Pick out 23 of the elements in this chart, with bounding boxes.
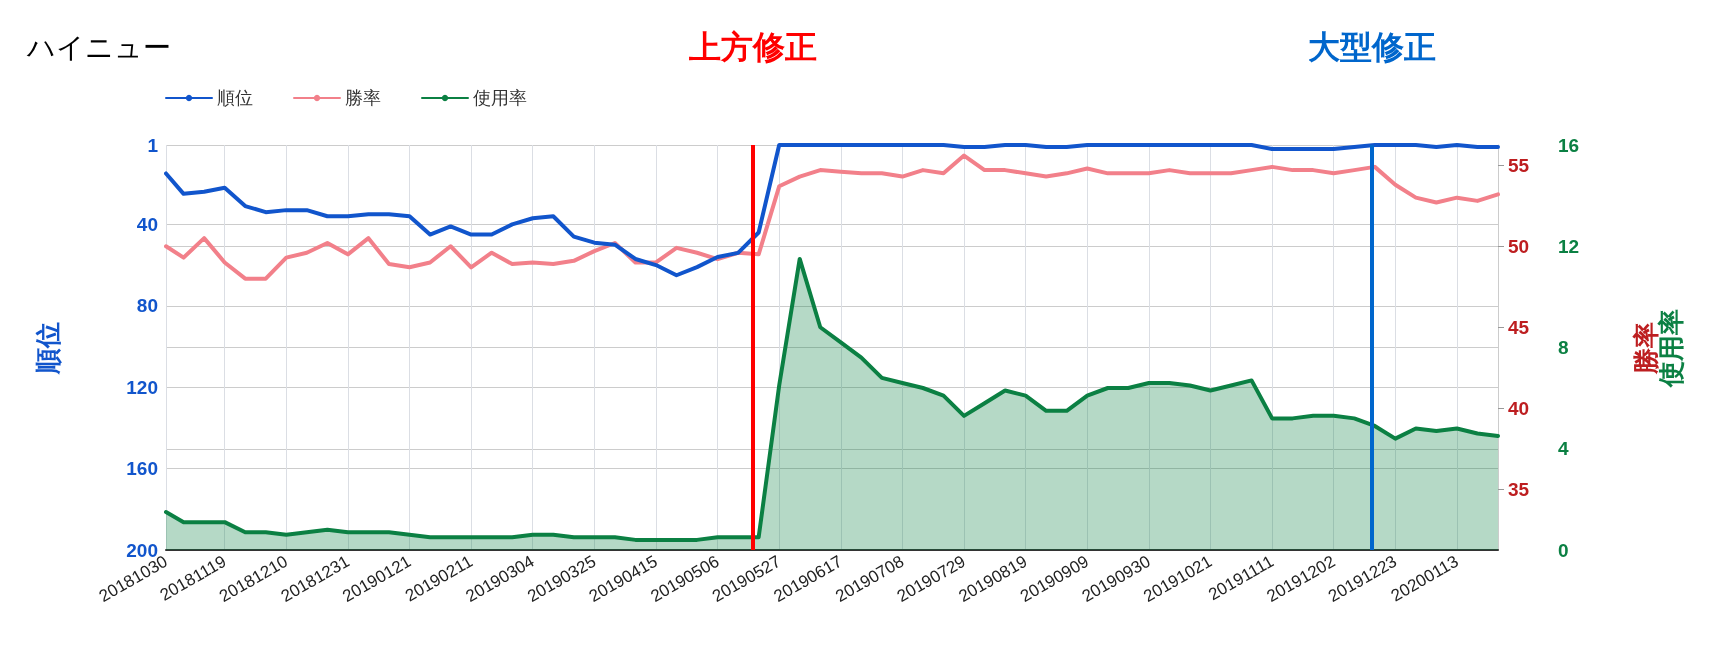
legend-label: 使用率	[473, 88, 527, 108]
y3-tick-label: 16	[1558, 134, 1580, 156]
y-tick-label: 1	[147, 134, 159, 156]
y-tick-label: 120	[126, 376, 158, 398]
y-axis-title: 順位	[33, 321, 63, 375]
legend-label: 順位	[217, 88, 253, 108]
y3-tick-label: 0	[1558, 539, 1569, 561]
y2-tick-label: 40	[1508, 397, 1530, 419]
y3-tick-label: 12	[1558, 235, 1580, 257]
y2-tick-label: 55	[1508, 154, 1530, 176]
ref-line-label: 大型修正	[1307, 29, 1436, 65]
y-tick-label: 160	[126, 458, 158, 480]
y3-tick-label: 8	[1558, 337, 1569, 358]
y2-tick-label: 50	[1508, 235, 1530, 257]
y2-tick-label: 45	[1508, 316, 1530, 338]
legend-label: 勝率	[345, 88, 381, 108]
y-tick-label: 80	[136, 295, 158, 317]
y2-tick-label: 35	[1508, 478, 1530, 500]
y-tick-label: 200	[126, 539, 158, 561]
y-tick-label: 40	[136, 213, 158, 235]
y3-tick-label: 4	[1558, 438, 1569, 460]
chart-title: ハイニュー	[26, 31, 171, 63]
ref-line-label: 上方修正	[687, 29, 817, 65]
